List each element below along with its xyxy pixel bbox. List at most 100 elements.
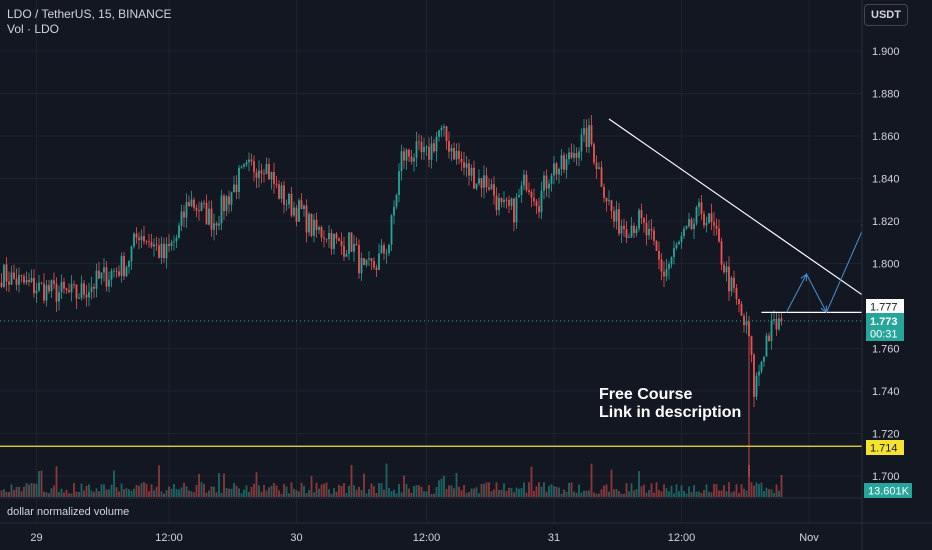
candle-body	[393, 206, 395, 216]
candle-body	[473, 167, 475, 189]
candle-body	[740, 304, 743, 316]
candle-body	[250, 159, 253, 162]
currency-button[interactable]: USDT	[864, 4, 908, 26]
candle-body	[508, 199, 510, 206]
volume-bar	[483, 483, 485, 497]
volume-bar	[635, 489, 638, 497]
candle-body	[135, 233, 138, 238]
volume-bar	[623, 493, 625, 497]
candle-body	[305, 205, 308, 233]
volume-bar	[310, 476, 313, 497]
candle-body	[163, 243, 165, 259]
candle-body	[195, 207, 198, 211]
volume-bar	[135, 484, 138, 497]
volume-bar	[575, 492, 578, 497]
candle-body	[530, 192, 533, 198]
volume-bar	[648, 490, 650, 497]
volume-bar	[493, 489, 495, 497]
candle-body	[63, 282, 65, 289]
candle-body	[770, 320, 773, 342]
volume-bar	[665, 488, 668, 497]
candle-body	[330, 232, 333, 249]
candle-body	[660, 259, 663, 272]
candle-body	[723, 264, 725, 273]
candle-body	[545, 175, 548, 189]
y-tick-label: 1.740	[872, 386, 900, 398]
volume-bar	[440, 478, 443, 497]
candle-body	[98, 270, 100, 279]
volume-bar	[40, 470, 43, 497]
volume-bar	[250, 486, 253, 497]
projection-arrow-path[interactable]	[786, 220, 867, 314]
candle-body	[140, 236, 143, 241]
volume-bar	[103, 484, 105, 497]
candle-body	[430, 143, 433, 160]
volume-bar	[375, 493, 378, 497]
volume-bar	[393, 489, 395, 497]
volume-bar	[528, 482, 530, 497]
volume-bar	[620, 493, 623, 497]
volume-indicator-legend[interactable]: Vol · LDO	[7, 22, 60, 36]
volume-bar	[120, 483, 123, 497]
trendline[interactable]	[608, 118, 890, 314]
candle-body	[378, 253, 380, 270]
volume-bar	[240, 493, 243, 497]
volume-bar	[200, 482, 203, 497]
volume-bar	[373, 486, 375, 497]
volume-bar	[670, 485, 673, 497]
volume-bar	[218, 473, 220, 497]
candle-body	[248, 159, 250, 163]
candle-body	[33, 277, 35, 294]
symbol-legend[interactable]: LDO / TetherUS, 15, BINANCE	[7, 7, 172, 21]
candle-body	[443, 126, 445, 128]
volume-bar	[718, 490, 720, 497]
volume-bar	[695, 491, 698, 497]
candle-body	[435, 136, 438, 152]
volume-bar	[160, 491, 163, 497]
volume-bar	[380, 483, 383, 497]
volume-bar	[428, 485, 430, 497]
x-tick-label: 12:00	[668, 532, 696, 544]
volume-bar	[678, 491, 680, 497]
x-tick-label: 31	[548, 532, 560, 544]
candle-body	[145, 241, 148, 243]
candle-body	[653, 230, 655, 241]
candle-body	[178, 225, 180, 238]
volume-bar	[213, 486, 215, 497]
annotation-text[interactable]: Free Course Link in description	[599, 386, 741, 422]
candle-body	[68, 290, 70, 293]
price-axis[interactable]	[862, 0, 932, 550]
candle-body	[328, 232, 330, 240]
volume-bar	[555, 486, 558, 497]
volume-bar	[255, 472, 258, 497]
candle-body	[110, 270, 113, 280]
candle-body	[558, 168, 560, 175]
candle-body	[203, 202, 205, 204]
candle-body	[363, 257, 365, 265]
candle-body	[45, 285, 48, 301]
candle-body	[405, 149, 408, 161]
x-tick-label: 30	[290, 532, 302, 544]
volume-bar	[600, 489, 603, 497]
candle-body	[313, 219, 315, 236]
volume-bar	[513, 492, 515, 497]
volume-bar	[30, 482, 33, 497]
volume-bar	[38, 471, 40, 497]
volume-bar	[308, 490, 310, 497]
candle-body	[448, 141, 450, 152]
candle-body	[345, 253, 348, 257]
volume-bar	[58, 491, 60, 497]
volume-bar	[593, 492, 595, 497]
volume-bar	[753, 485, 755, 497]
candle-body	[715, 225, 718, 229]
candle-body	[418, 141, 420, 143]
volume-bar	[65, 489, 68, 497]
candle-body	[303, 205, 305, 210]
candle-body	[335, 233, 338, 239]
volume-bar	[193, 492, 195, 497]
volume-bar	[195, 484, 198, 497]
candle-body	[525, 174, 528, 191]
volume-bar	[668, 491, 670, 497]
candle-body	[198, 210, 200, 212]
